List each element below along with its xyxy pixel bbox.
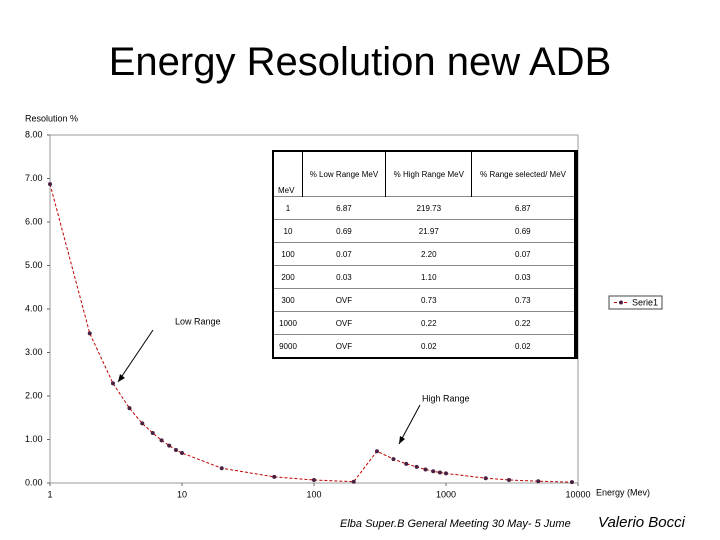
series-line	[49, 184, 572, 483]
data-point	[351, 479, 356, 484]
y-tick-label: 2.00	[25, 390, 43, 400]
table-cell: 0.69	[302, 219, 386, 243]
data-point	[374, 449, 379, 454]
data-point	[437, 470, 442, 475]
table-row: 200 0.03 1.10 0.03	[273, 265, 576, 289]
table-cell: 1000	[273, 311, 302, 335]
author: Valerio Bocci	[598, 514, 685, 531]
data-point	[140, 421, 145, 426]
arrowhead	[118, 374, 125, 382]
annotation: High Range	[422, 393, 470, 403]
data-point	[431, 469, 436, 474]
table-cell: 0.73	[471, 288, 576, 312]
table-cell: 219.73	[385, 196, 472, 220]
data-point	[173, 447, 178, 452]
x-tick-label: 1000	[436, 489, 456, 499]
table-cell: 0.03	[302, 265, 386, 289]
annotation: Low Range	[175, 316, 221, 326]
table-cell: 0.07	[471, 242, 576, 266]
table-row: 1 6.87 219.73 6.87	[273, 196, 576, 220]
table-row: 10 0.69 21.97 0.69	[273, 219, 576, 243]
table-cell: 0.69	[471, 219, 576, 243]
table-cell: 1.10	[385, 265, 472, 289]
y-axis-label: Resolution %	[25, 113, 78, 123]
x-tick-label: 100	[306, 489, 321, 499]
x-axis-label: Energy (Mev)	[596, 487, 650, 497]
data-point	[569, 480, 574, 485]
table-row: 1000 OVF 0.22 0.22	[273, 311, 576, 335]
table-row: 300 OVF 0.73 0.73	[273, 288, 576, 312]
data-point	[219, 466, 224, 471]
data-point	[391, 457, 396, 462]
legend-marker	[619, 300, 623, 305]
y-tick-label: 3.00	[25, 347, 43, 357]
data-point	[180, 450, 184, 455]
data-point	[506, 477, 511, 482]
table-cell: 0.22	[385, 311, 472, 335]
data-point	[414, 464, 419, 469]
y-tick-label: 1.00	[25, 434, 43, 444]
table-cell: 300	[273, 288, 302, 312]
data-point	[127, 406, 132, 411]
data-point	[312, 477, 316, 482]
table-cell: 0.07	[302, 242, 386, 266]
table-cell: 10	[273, 219, 302, 243]
arrowhead	[399, 436, 405, 444]
x-tick-label: 10	[177, 489, 187, 499]
table-cell: 0.73	[385, 288, 472, 312]
table-cell: MeV	[278, 186, 295, 195]
x-tick-label: 1	[47, 489, 52, 499]
table-cell: 0.02	[385, 334, 472, 358]
data-point	[404, 461, 409, 466]
data-point	[159, 438, 164, 443]
data-point	[423, 467, 428, 472]
table-cell: 21.97	[385, 219, 472, 243]
table-cell: 0.22	[471, 311, 576, 335]
table-cell: OVF	[302, 334, 386, 358]
data-point	[48, 182, 52, 187]
slide-title: Energy Resolution new ADB	[108, 40, 612, 84]
legend-box	[608, 295, 663, 310]
table-cell: 200	[273, 265, 302, 289]
data-table: MeV % Low Range MeV% High Range MeV% Rang…	[272, 150, 578, 359]
table-cell: % High Range MeV	[385, 151, 472, 197]
table-cell: 9000	[273, 334, 302, 358]
data-point	[536, 479, 541, 484]
table-cell: % Low Range MeV	[301, 151, 386, 197]
table-cell: 2.20	[385, 242, 472, 266]
table-cell: 0.03	[471, 265, 576, 289]
table-cell: 6.87	[302, 196, 386, 220]
table-cell: OVF	[302, 288, 386, 312]
data-point	[483, 476, 488, 481]
data-point	[110, 381, 115, 386]
table-cell: 100	[273, 242, 302, 266]
annotation-arrow	[117, 329, 154, 383]
table-header: MeV % Low Range MeV% High Range MeV% Rang…	[273, 151, 576, 197]
table-cell: 6.87	[471, 196, 576, 220]
table-cell: 1	[273, 196, 302, 220]
table-row: 9000 OVF 0.02 0.02	[273, 334, 576, 358]
footer: Elba Super.B General Meeting 30 May- 5 J…	[340, 518, 571, 530]
x-tick-label: 10000	[565, 489, 590, 499]
y-tick-label: 4.00	[25, 303, 43, 313]
y-tick-label: 6.00	[25, 216, 43, 226]
y-tick-label: 8.00	[25, 129, 43, 139]
data-point	[87, 331, 92, 336]
table-cell: 0.02	[471, 334, 576, 358]
data-point	[272, 474, 277, 479]
data-point	[444, 471, 448, 476]
y-tick-label: 0.00	[25, 477, 43, 487]
data-point	[167, 443, 172, 448]
data-point	[150, 430, 155, 435]
table-row: 100 0.07 2.20 0.07	[273, 242, 576, 266]
table-cell: OVF	[302, 311, 386, 335]
table-cell: % Range selected/ MeV	[471, 151, 576, 197]
legend-label: Serie1	[632, 297, 658, 307]
y-tick-label: 7.00	[25, 173, 43, 183]
y-tick-label: 5.00	[25, 260, 43, 270]
